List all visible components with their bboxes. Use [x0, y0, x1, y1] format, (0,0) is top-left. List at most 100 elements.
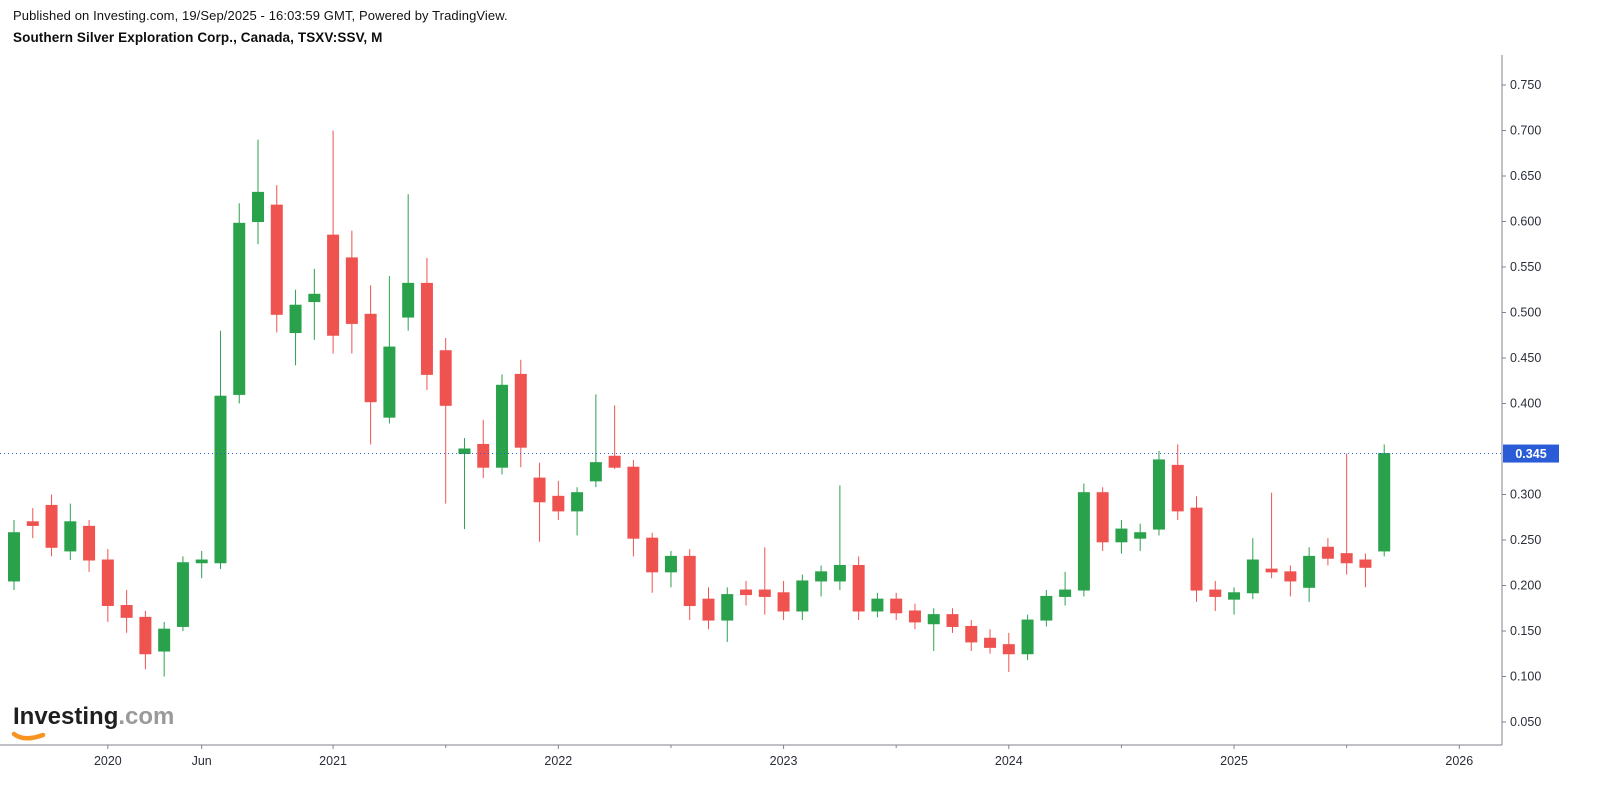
x-axis-label: 2023	[770, 754, 798, 768]
candle-body	[965, 625, 978, 643]
y-axis-label: 0.250	[1510, 533, 1541, 547]
candle-body	[552, 495, 565, 512]
y-axis-label: 0.150	[1510, 624, 1541, 638]
candle-body	[1096, 492, 1109, 543]
candle-body	[1284, 571, 1297, 582]
candle-body	[1359, 559, 1372, 568]
candle-body	[1040, 595, 1053, 621]
candle-body	[683, 555, 696, 607]
candle-body	[1190, 507, 1203, 591]
candle-body	[1171, 464, 1184, 512]
candle-body	[984, 637, 997, 648]
candle-body	[890, 598, 903, 614]
candle-body	[927, 614, 940, 625]
y-axis-label: 0.650	[1510, 169, 1541, 183]
instrument-title: Southern Silver Exploration Corp., Canad…	[13, 30, 383, 45]
candle-body	[721, 594, 734, 621]
logo-text: Investing.com	[13, 703, 174, 730]
y-axis-label: 0.300	[1510, 488, 1541, 502]
candle-body	[45, 504, 58, 548]
candle-body	[1303, 555, 1316, 588]
logo-suffix: .com	[118, 703, 175, 730]
candle-body	[1340, 553, 1353, 564]
candle-body	[1209, 589, 1222, 597]
candle-body	[176, 562, 189, 627]
candle-body	[477, 443, 490, 468]
x-axis-label: 2026	[1445, 754, 1473, 768]
candle-body	[1228, 592, 1241, 600]
candle-body	[646, 537, 659, 573]
candle-body	[1265, 568, 1278, 573]
candle-body	[1152, 459, 1165, 530]
investing-logo: Investing.com	[11, 703, 174, 741]
y-axis-label: 0.200	[1510, 579, 1541, 593]
candle-body	[1021, 619, 1034, 655]
candle-body	[627, 466, 640, 539]
candle-body	[458, 448, 471, 455]
candle-body	[664, 555, 677, 573]
current-price-badge	[1503, 444, 1559, 463]
candle-body	[833, 564, 846, 582]
candle-body	[740, 589, 753, 596]
candle-body	[608, 455, 621, 468]
x-axis-label: 2024	[995, 754, 1023, 768]
candle-body	[289, 304, 302, 334]
candle-body	[120, 605, 133, 618]
candle-body	[1134, 532, 1147, 539]
candle-body	[308, 293, 321, 303]
candle-body	[533, 477, 546, 503]
chart-header: Published on Investing.com, 19/Sep/2025 …	[13, 8, 508, 45]
y-axis-label: 0.050	[1510, 715, 1541, 729]
y-axis-label: 0.500	[1510, 306, 1541, 320]
candle-body	[1321, 546, 1334, 559]
candle-body	[908, 610, 921, 623]
candle-body	[571, 492, 584, 512]
candle-body	[815, 571, 828, 582]
candle-body	[402, 282, 415, 318]
candle-body	[158, 628, 171, 652]
candle-body	[214, 395, 227, 564]
candle-body	[233, 222, 246, 395]
candle-body	[270, 204, 283, 315]
candle-body	[514, 373, 527, 448]
candle-body	[871, 598, 884, 612]
candle-body	[139, 616, 152, 655]
y-axis-label: 0.700	[1510, 124, 1541, 138]
candle-body	[702, 598, 715, 621]
y-axis-label: 0.550	[1510, 260, 1541, 274]
logo-swoosh-icon	[11, 731, 46, 741]
candle-body	[1246, 559, 1259, 594]
candle-body	[496, 384, 509, 468]
candle-body	[777, 592, 790, 612]
candle-body	[101, 559, 114, 607]
candle-body	[83, 525, 96, 561]
candle-body	[1378, 453, 1391, 552]
y-axis-label: 0.750	[1510, 78, 1541, 92]
candle-body	[946, 614, 959, 627]
candle-body	[439, 350, 452, 406]
candle-body	[364, 313, 377, 403]
candle-body	[64, 521, 77, 552]
published-line: Published on Investing.com, 19/Sep/2025 …	[13, 8, 508, 23]
x-axis-label: 2025	[1220, 754, 1248, 768]
logo-main: Investing	[13, 703, 119, 730]
y-axis-label: 0.450	[1510, 351, 1541, 365]
current-price-label: 0.345	[1515, 447, 1546, 461]
x-axis-label: 2020	[94, 754, 122, 768]
candle-body	[345, 257, 358, 324]
y-axis-label: 0.100	[1510, 670, 1541, 684]
candle-body	[758, 589, 771, 597]
candle-body	[420, 282, 433, 375]
x-axis-label: 2021	[319, 754, 347, 768]
y-axis-label: 0.600	[1510, 215, 1541, 229]
candle-body	[327, 234, 340, 336]
candle-body	[1059, 589, 1072, 597]
y-axis-label: 0.400	[1510, 397, 1541, 411]
candle-body	[1077, 492, 1090, 591]
candle-body	[252, 191, 265, 223]
candle-body	[589, 462, 602, 482]
candle-body	[1002, 644, 1015, 655]
candle-body	[796, 580, 809, 612]
x-axis-label: 2022	[544, 754, 572, 768]
